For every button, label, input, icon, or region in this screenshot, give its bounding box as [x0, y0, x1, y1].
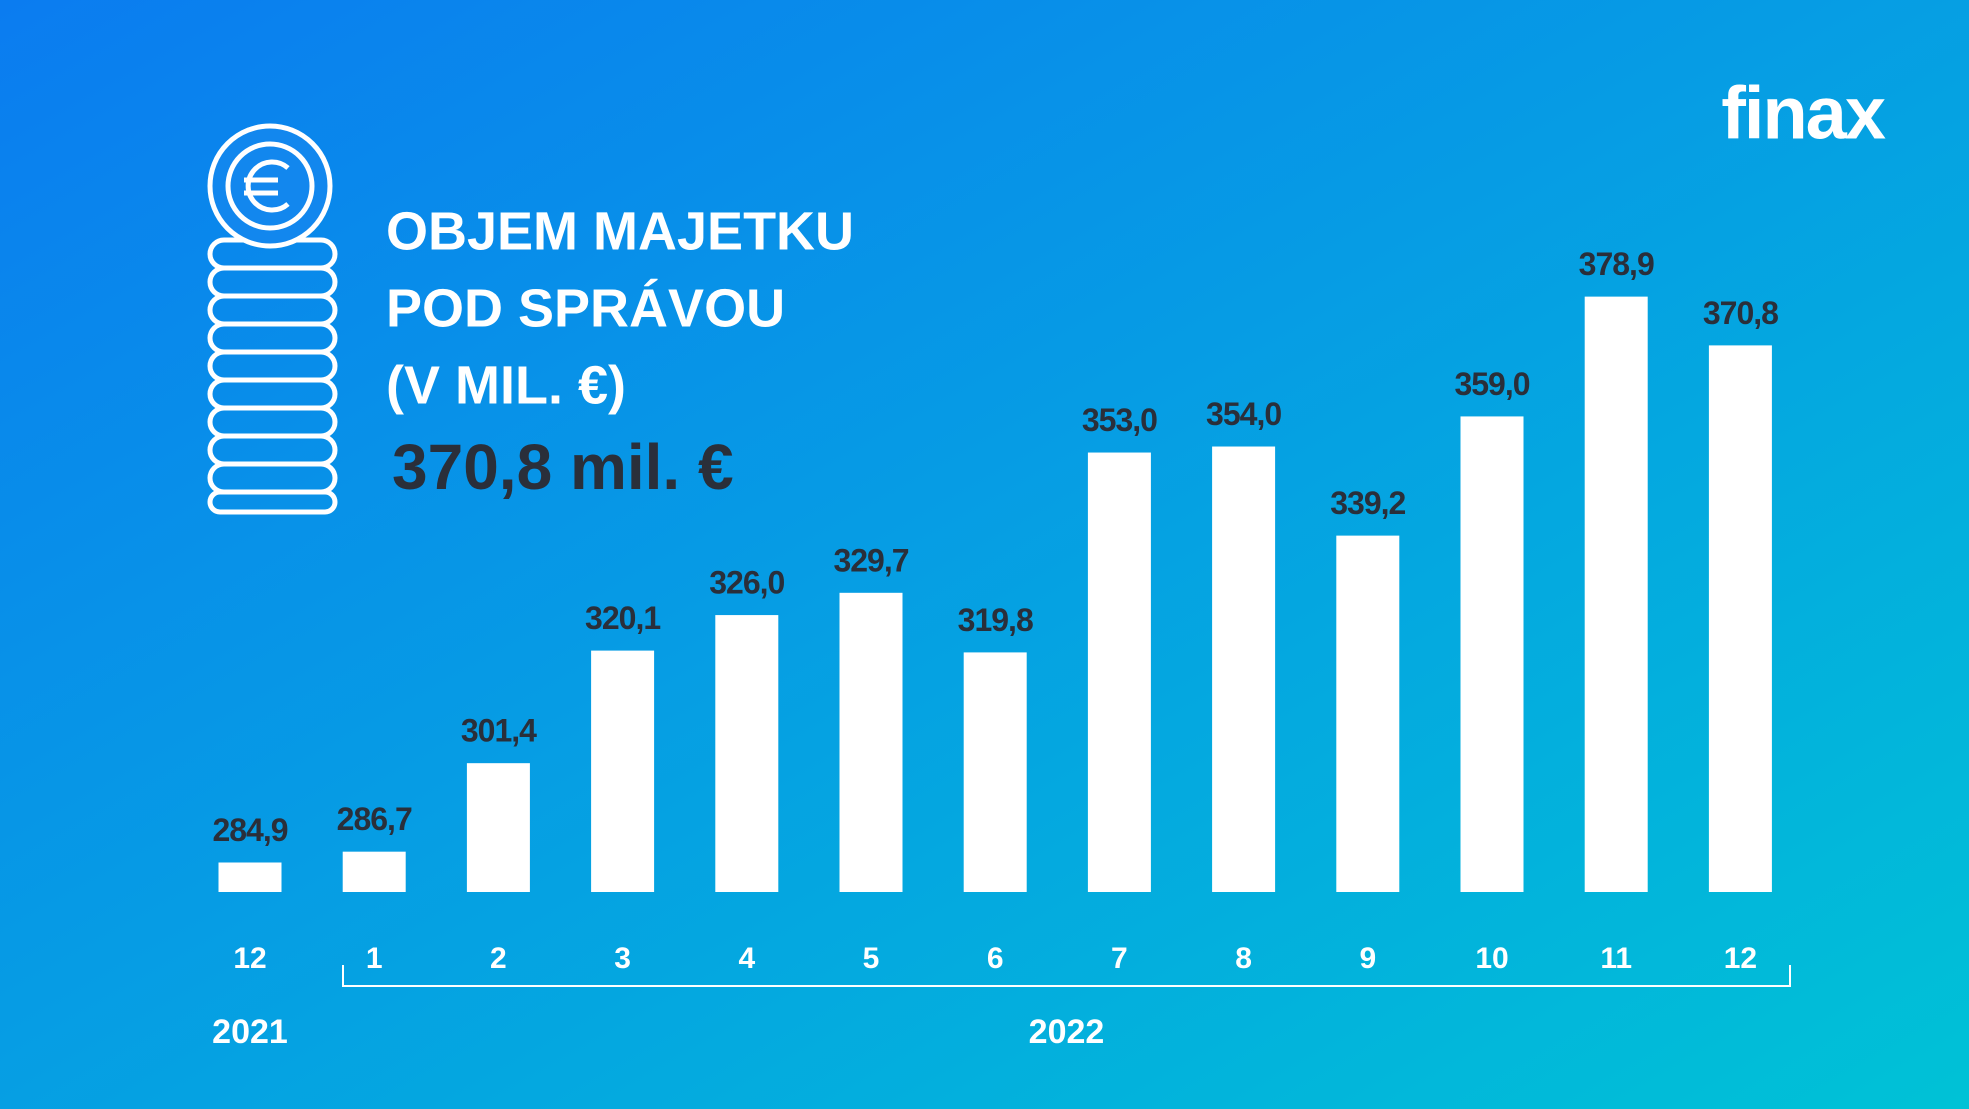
x-tick-label: 3: [614, 942, 631, 975]
value-label: 378,9: [1579, 246, 1654, 282]
bar: [839, 592, 903, 892]
logo: finax: [1721, 72, 1886, 155]
value-label: 329,7: [833, 542, 908, 578]
value-label: 326,0: [709, 565, 784, 601]
year-label: 2021: [212, 1013, 288, 1051]
x-tick-label: 4: [738, 942, 755, 975]
subtitle: 370,8 mil. €: [392, 431, 734, 503]
value-label: 359,0: [1454, 366, 1529, 402]
title-line: POD SPRÁVOU: [386, 278, 785, 338]
x-tick-label: 1: [366, 942, 383, 975]
value-label: 339,2: [1330, 485, 1405, 521]
value-label: 284,9: [212, 812, 287, 848]
value-label: 353,0: [1082, 402, 1157, 438]
bar: [1087, 452, 1151, 892]
value-label: 354,0: [1206, 396, 1281, 432]
x-tick-label: 5: [863, 942, 880, 975]
coin-icon: [207, 123, 338, 515]
x-tick-label: 12: [233, 942, 266, 975]
year-label: 2022: [1029, 1013, 1105, 1051]
bar: [466, 763, 530, 892]
bar: [963, 652, 1027, 892]
x-tick-label: 9: [1359, 942, 1376, 975]
x-tick-label: 2: [490, 942, 507, 975]
bar: [715, 615, 779, 892]
title-line: OBJEM MAJETKU: [386, 201, 854, 261]
bar: [1460, 416, 1524, 892]
title-line: (V MIL. €): [386, 355, 626, 415]
value-label: 370,8: [1703, 295, 1778, 331]
x-tick-label: 7: [1111, 942, 1128, 975]
value-label: 286,7: [337, 801, 412, 837]
value-label: 320,1: [585, 600, 660, 636]
year-bracket: [342, 965, 1791, 987]
value-label: 301,4: [461, 713, 537, 749]
bar: [218, 862, 282, 892]
bar: [1584, 296, 1648, 892]
x-tick-label: 6: [987, 942, 1004, 975]
x-tick-label: 8: [1235, 942, 1252, 975]
bar: [1336, 535, 1400, 892]
bar: [1212, 446, 1276, 892]
bar: [591, 650, 655, 892]
x-tick-label: 12: [1724, 942, 1757, 975]
bar: [342, 851, 406, 892]
x-tick-label: 11: [1600, 942, 1632, 975]
x-tick-label: 10: [1475, 942, 1508, 975]
bar: [1708, 345, 1772, 892]
value-label: 319,8: [958, 602, 1033, 638]
